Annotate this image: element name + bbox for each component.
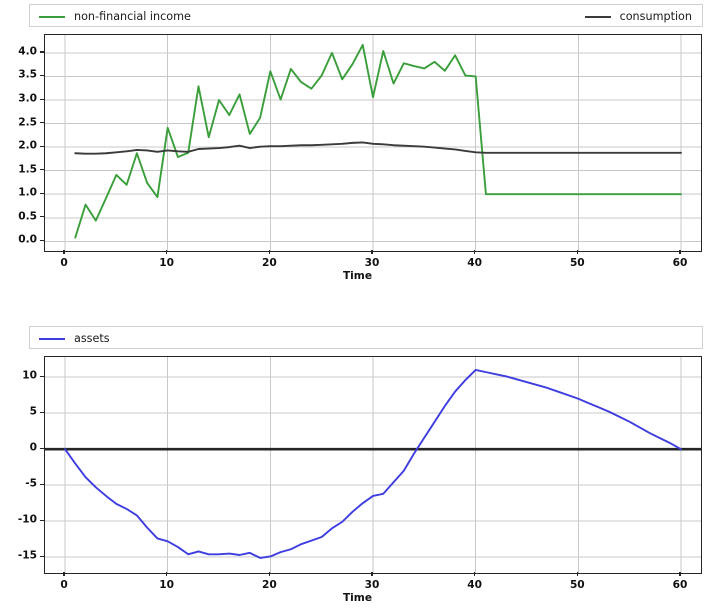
y-tick-label: 0.0 <box>18 234 37 247</box>
y-tick-label: -10 <box>17 513 37 526</box>
y-tick-label: 2.5 <box>18 116 37 129</box>
x-tick-mark <box>371 572 373 576</box>
y-tick-label: -5 <box>25 477 37 490</box>
x-tick-label: 30 <box>364 257 380 269</box>
x-tick-label: 0 <box>60 257 68 269</box>
legend-bottom: assets <box>29 326 703 349</box>
y-tick-mark <box>40 216 44 218</box>
y-tick-label: 3.0 <box>18 92 37 105</box>
x-tick-mark <box>576 250 578 254</box>
legend-label-income: non-financial income <box>74 9 191 23</box>
x-tick-label: 10 <box>159 257 175 269</box>
x-tick-mark <box>474 250 476 254</box>
plot-svg-top <box>45 35 701 251</box>
x-tick-label: 40 <box>467 579 483 591</box>
axes-income-consumption <box>44 34 702 252</box>
y-tick-label: 0.5 <box>18 210 37 223</box>
y-tick-mark <box>40 192 44 194</box>
x-tick-label: 50 <box>569 257 585 269</box>
x-axis-title-bottom: Time <box>342 592 373 604</box>
y-tick-mark <box>40 375 44 377</box>
y-tick-label: 3.5 <box>18 69 37 82</box>
panel-assets: assets -15 -10 -5 0 5 10 0 10 20 30 40 50 60 Time <box>0 322 715 616</box>
x-tick-mark <box>371 250 373 254</box>
y-tick-label: 4.0 <box>18 45 37 58</box>
y-tick-mark <box>40 51 44 53</box>
legend-entry-assets: assets <box>39 327 110 350</box>
x-tick-mark <box>268 250 270 254</box>
x-tick-label: 40 <box>467 257 483 269</box>
panel-income-consumption: non-financial income consumption 0.0 0.5 1… <box>0 0 715 300</box>
legend-top: non-financial income consumption <box>29 4 703 27</box>
x-tick-mark <box>166 572 168 576</box>
x-tick-label: 20 <box>261 579 277 591</box>
x-tick-label: 60 <box>672 257 688 269</box>
y-tick-mark <box>40 122 44 124</box>
legend-swatch-income <box>39 15 65 18</box>
x-tick-mark <box>63 250 65 254</box>
y-tick-mark <box>40 483 44 485</box>
x-tick-label: 60 <box>672 579 688 591</box>
axes-assets <box>44 356 702 574</box>
y-tick-mark <box>40 169 44 171</box>
y-tick-label: 1.5 <box>18 163 37 176</box>
x-tick-label: 50 <box>569 579 585 591</box>
y-tick-label: 5 <box>29 405 37 418</box>
legend-swatch-consumption <box>584 15 611 18</box>
x-tick-mark <box>679 572 681 576</box>
x-tick-mark <box>268 572 270 576</box>
legend-entry-income: non-financial income <box>39 5 191 28</box>
y-tick-mark <box>40 519 44 521</box>
x-tick-mark <box>679 250 681 254</box>
x-tick-label: 10 <box>159 579 175 591</box>
x-tick-mark <box>63 572 65 576</box>
x-tick-mark <box>166 250 168 254</box>
y-tick-mark <box>40 145 44 147</box>
x-tick-mark <box>576 572 578 576</box>
y-tick-label: -15 <box>17 549 37 562</box>
x-tick-label: 20 <box>261 257 277 269</box>
x-tick-label: 30 <box>364 579 380 591</box>
y-tick-label: 0 <box>29 441 37 454</box>
legend-entry-consumption: consumption <box>584 5 692 28</box>
y-tick-label: 1.0 <box>18 186 37 199</box>
y-tick-mark <box>40 74 44 77</box>
y-tick-mark <box>40 239 44 242</box>
y-tick-mark <box>40 447 44 449</box>
x-tick-label: 0 <box>60 579 68 591</box>
y-tick-mark <box>40 98 44 100</box>
y-tick-label: 10 <box>22 369 37 382</box>
legend-label-assets: assets <box>74 331 110 345</box>
y-tick-mark <box>40 411 44 413</box>
x-tick-mark <box>474 572 476 576</box>
legend-label-consumption: consumption <box>619 9 692 23</box>
plot-svg-bottom <box>45 357 701 573</box>
y-tick-mark <box>40 555 44 557</box>
y-tick-label: 2.0 <box>18 139 37 152</box>
x-axis-title-top: Time <box>342 270 373 282</box>
legend-swatch-assets <box>39 337 65 340</box>
